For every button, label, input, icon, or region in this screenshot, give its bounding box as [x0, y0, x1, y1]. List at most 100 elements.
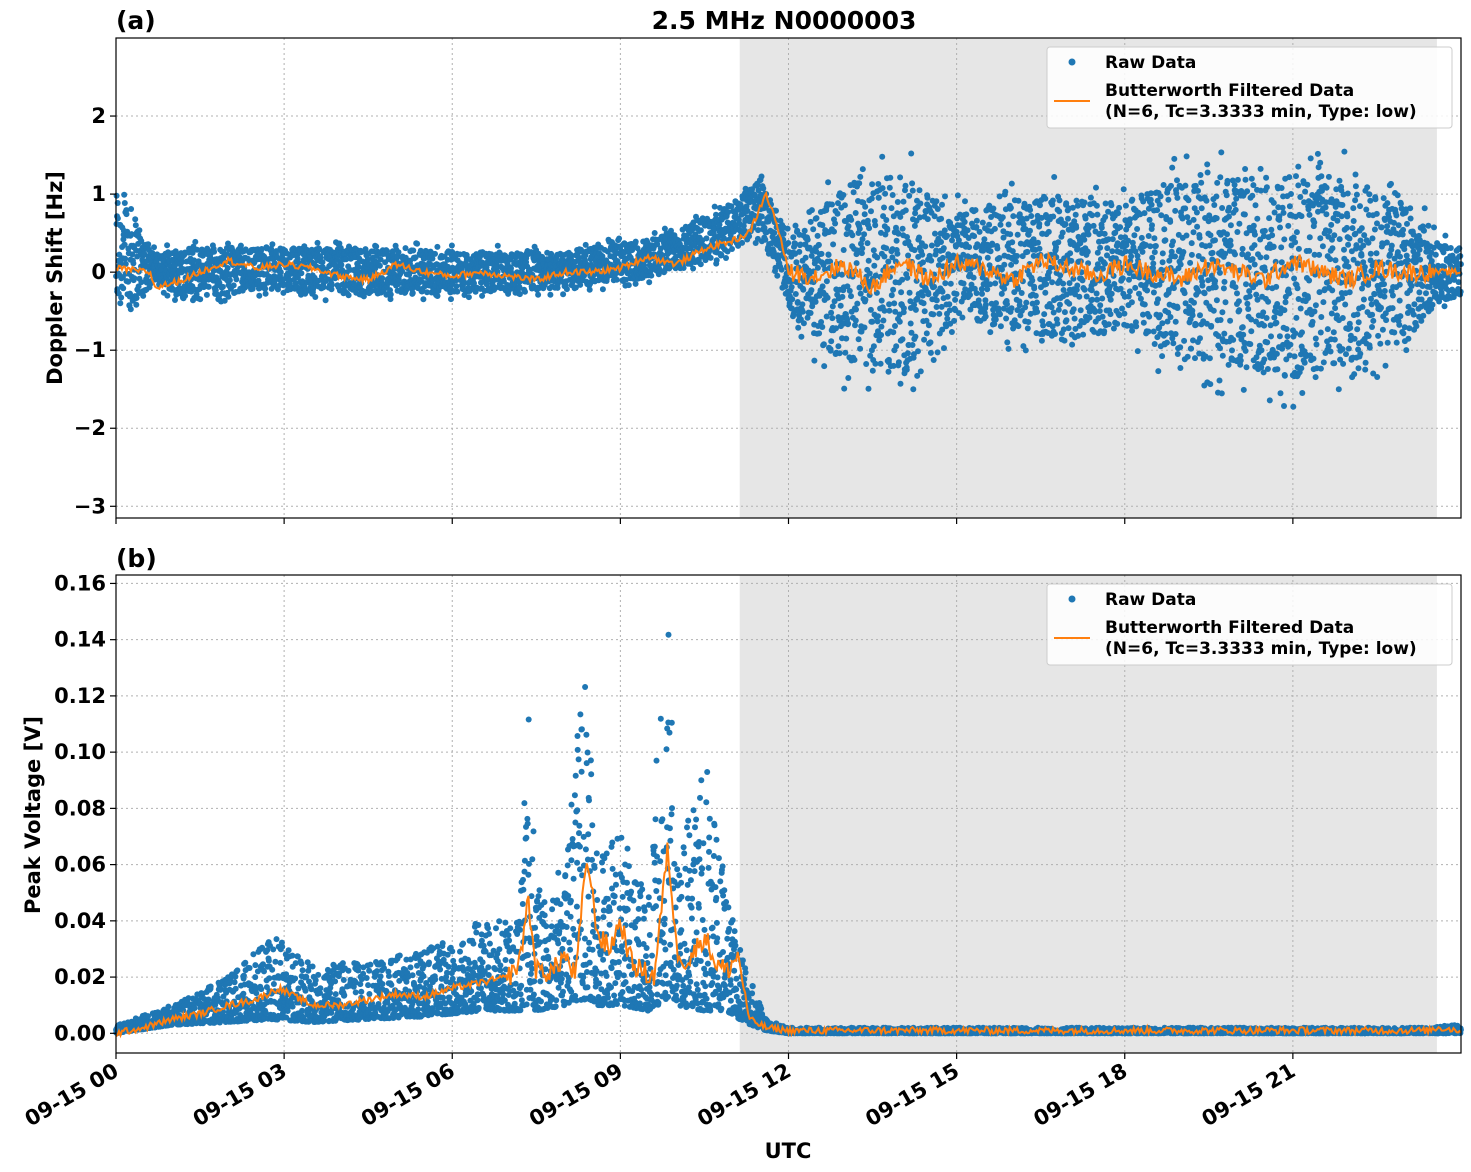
raw-data-point [1298, 365, 1305, 372]
raw-data-point [1276, 333, 1283, 340]
raw-data-point [924, 194, 931, 201]
raw-data-point [1345, 345, 1352, 352]
raw-data-point [921, 308, 928, 315]
raw-data-point [1369, 235, 1376, 242]
raw-data-point [1381, 293, 1388, 300]
raw-data-point [1181, 337, 1188, 344]
raw-data-point [125, 278, 132, 285]
raw-data-point [952, 296, 959, 303]
raw-data-point [930, 311, 937, 318]
raw-data-point [1298, 213, 1305, 220]
raw-data-point [1147, 196, 1154, 203]
raw-data-point [828, 338, 835, 345]
raw-data-point [893, 343, 900, 350]
raw-data-point [1297, 194, 1304, 200]
raw-data-point [1318, 173, 1325, 180]
raw-data-point [902, 182, 909, 189]
raw-data-point [1005, 345, 1012, 352]
raw-data-point [577, 281, 584, 288]
raw-data-point [1208, 322, 1215, 329]
raw-data-point [294, 255, 301, 262]
raw-data-point [1295, 182, 1302, 189]
raw-data-point [225, 240, 231, 247]
raw-data-point [1382, 362, 1389, 369]
raw-data-point [1288, 191, 1294, 197]
raw-data-point [172, 248, 179, 255]
raw-data-point [1317, 365, 1324, 372]
raw-data-point [852, 317, 859, 324]
raw-data-point [1042, 195, 1049, 202]
raw-data-point [651, 230, 658, 236]
raw-data-point [821, 363, 828, 370]
raw-data-point [370, 248, 377, 255]
raw-data-point [1312, 335, 1319, 342]
raw-data-point [1121, 310, 1128, 317]
raw-data-point [548, 250, 555, 257]
raw-data-point [402, 245, 409, 252]
raw-data-point [463, 252, 470, 258]
raw-data-point [224, 265, 231, 271]
raw-data-point [646, 279, 653, 286]
raw-data-point [358, 249, 364, 256]
raw-data-point [1355, 319, 1362, 326]
raw-data-point [984, 286, 991, 293]
raw-data-point [1362, 359, 1369, 366]
raw-data-point [1339, 315, 1346, 321]
raw-data-point [923, 330, 930, 337]
raw-data-point [1344, 213, 1351, 220]
raw-data-point [875, 194, 882, 201]
raw-data-point [1367, 197, 1374, 204]
raw-data-point [320, 284, 327, 291]
raw-data-point [1353, 191, 1360, 198]
raw-data-point [1246, 293, 1253, 300]
raw-data-point [1128, 253, 1135, 260]
raw-data-point [1172, 318, 1179, 325]
raw-data-point [1102, 214, 1109, 220]
raw-data-point [839, 271, 845, 278]
raw-data-point [1216, 269, 1223, 276]
raw-data-point [1193, 321, 1199, 328]
raw-data-point [1063, 317, 1070, 324]
raw-data-point [1213, 193, 1220, 200]
raw-data-point [1336, 177, 1343, 184]
raw-data-point [1273, 283, 1280, 290]
raw-data-point [255, 277, 262, 284]
raw-data-point [226, 277, 233, 284]
raw-data-point [192, 238, 199, 245]
raw-data-point [1155, 368, 1162, 375]
raw-data-point [448, 296, 454, 303]
raw-data-point [1269, 232, 1276, 239]
raw-data-point [856, 284, 863, 291]
raw-data-point [1345, 263, 1352, 270]
raw-data-point [996, 255, 1003, 261]
raw-data-point [997, 323, 1004, 330]
raw-data-point [1281, 236, 1288, 243]
raw-data-point [792, 291, 799, 297]
raw-data-point [928, 257, 935, 264]
raw-data-point [1038, 337, 1045, 344]
raw-data-point [122, 255, 129, 262]
raw-data-point [997, 221, 1004, 228]
raw-data-point [939, 201, 945, 208]
raw-data-point [1056, 301, 1063, 308]
raw-data-point [395, 249, 402, 256]
raw-data-point [1218, 390, 1225, 397]
raw-data-point [230, 282, 237, 289]
raw-data-point [807, 218, 814, 225]
raw-data-point [1098, 224, 1105, 231]
raw-data-point [1236, 307, 1243, 314]
raw-data-point [1336, 236, 1343, 243]
raw-data-point [802, 254, 809, 261]
raw-data-point [1219, 205, 1226, 211]
raw-data-point [839, 293, 846, 300]
raw-data-point [1316, 251, 1323, 258]
raw-data-point [1217, 345, 1223, 352]
raw-data-point [902, 207, 909, 214]
raw-data-point [1168, 182, 1174, 189]
raw-data-point [1010, 213, 1017, 220]
raw-data-point [1151, 235, 1158, 242]
raw-data-point [387, 291, 394, 298]
raw-data-point [1284, 333, 1291, 340]
raw-data-point [504, 282, 511, 288]
raw-data-point [1101, 260, 1108, 267]
